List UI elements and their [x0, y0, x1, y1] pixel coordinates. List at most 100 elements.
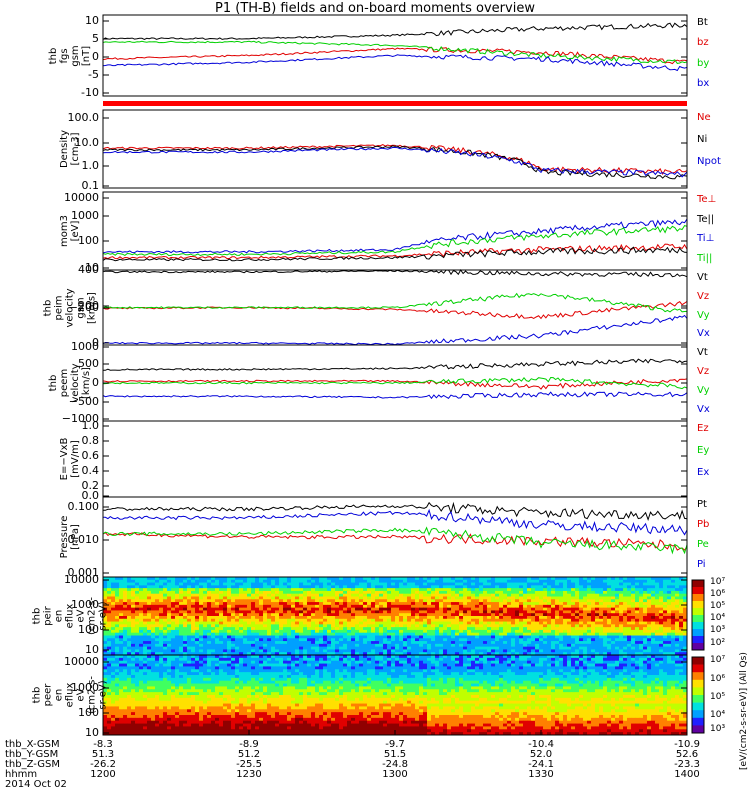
spectrogram-cell: [223, 649, 228, 653]
spectrogram-cell: [267, 579, 272, 583]
spectrogram-cell: [143, 577, 148, 581]
spectrogram-cell: [519, 593, 524, 597]
spectrogram-cell: [539, 660, 544, 664]
spectrogram-cell: [271, 579, 276, 583]
spectrogram-cell: [443, 582, 448, 586]
spectrogram-cell: [595, 585, 600, 589]
spectrogram-cell: [403, 621, 408, 625]
spectrogram-cell: [259, 666, 264, 670]
spectrogram-cell: [143, 602, 148, 606]
spectrogram-cell: [439, 655, 444, 659]
spectrogram-cell: [311, 604, 316, 609]
spectrogram-cell: [475, 602, 480, 606]
spectrogram-cell: [419, 616, 424, 620]
spectrogram-cell: [323, 643, 328, 648]
spectrogram-cell: [667, 613, 672, 617]
spectrogram-cell: [243, 593, 248, 597]
spectrogram-cell: [463, 613, 468, 617]
spectrogram-cell: [663, 613, 668, 617]
spectrogram-cell: [295, 593, 300, 597]
spectrogram-cell: [291, 669, 296, 673]
spectrogram-cell: [623, 588, 628, 592]
spectrogram-cell: [103, 627, 108, 631]
spectrogram-cell: [575, 593, 580, 597]
spectrogram-cell: [251, 669, 256, 673]
spectrogram-cell: [595, 632, 600, 636]
spectrogram-cell: [287, 643, 292, 648]
spectrogram-cell: [451, 588, 456, 592]
spectrogram-cell: [159, 638, 164, 642]
spectrogram-cell: [419, 632, 424, 636]
spectrogram-cell: [123, 588, 128, 592]
spectrogram-cell: [475, 652, 480, 656]
spectrogram-cell: [583, 582, 588, 586]
spectrogram-cell: [483, 585, 488, 589]
spectrogram-cell: [499, 593, 504, 597]
spectrogram-cell: [407, 590, 412, 595]
spectrogram-cell: [203, 579, 208, 583]
spectrogram-cell: [255, 635, 260, 639]
spectrogram-cell: [251, 585, 256, 589]
spectrogram-cell: [451, 638, 456, 642]
spectrogram-cell: [115, 616, 120, 620]
spectrogram-cell: [183, 663, 188, 667]
spectrogram-cell: [471, 646, 476, 650]
spectrogram-cell: [187, 616, 192, 620]
spectrogram-cell: [131, 657, 136, 662]
spectrogram-cell: [103, 577, 108, 581]
spectrogram-cell: [415, 599, 420, 603]
spectrogram-cell: [247, 621, 252, 625]
spectrogram-cell: [599, 585, 604, 589]
spectrogram-cell: [355, 613, 360, 617]
spectrogram-cell: [635, 657, 640, 662]
spectrogram-cell: [367, 616, 372, 620]
spectrogram-cell: [343, 607, 348, 611]
spectrogram-cell: [547, 593, 552, 597]
spectrogram-cell: [363, 618, 368, 622]
spectrogram-cell: [599, 577, 604, 581]
spectrogram-cell: [387, 624, 392, 628]
spectrogram-cell: [115, 596, 120, 600]
spectrogram-cell: [499, 621, 504, 625]
spectrogram-cell: [203, 669, 208, 673]
spectrogram-cell: [131, 607, 136, 611]
spectrogram-cell: [307, 652, 312, 656]
spectrogram-cell: [435, 610, 440, 614]
spectrogram-cell: [527, 657, 532, 662]
spectrogram-cell: [151, 579, 156, 583]
spectrogram-cell: [267, 613, 272, 617]
spectrogram-cell: [395, 643, 400, 648]
spectrogram-cell: [467, 660, 472, 664]
spectrogram-cell: [223, 641, 228, 645]
spectrogram-cell: [295, 655, 300, 659]
spectrogram-cell: [291, 613, 296, 617]
spectrogram-cell: [499, 607, 504, 611]
spectrogram-cell: [639, 655, 644, 659]
spectrogram-cell: [547, 652, 552, 656]
spectrogram-cell: [591, 643, 596, 648]
spectrogram-cell: [435, 666, 440, 670]
spectrogram-cell: [547, 579, 552, 583]
spectrogram-cell: [423, 624, 428, 628]
spectrogram-cell: [303, 655, 308, 659]
spectrogram-cell: [627, 638, 632, 642]
spectrogram-cell: [683, 652, 688, 656]
spectrogram-cell: [491, 593, 496, 597]
spectrogram-cell: [235, 624, 240, 628]
spectrogram-cell: [551, 577, 556, 581]
spectrogram-cell: [107, 649, 112, 653]
spectrogram-cell: [487, 585, 492, 589]
spectrogram-cell: [103, 618, 108, 622]
spectrogram-cell: [283, 646, 288, 650]
spectrogram-cell: [135, 635, 140, 639]
spectrogram-cell: [683, 663, 688, 667]
spectrogram-cell: [359, 607, 364, 611]
spectrogram-cell: [471, 577, 476, 581]
spectrogram-cell: [139, 593, 144, 597]
spectrogram-cell: [439, 652, 444, 656]
spectrogram-cell: [547, 602, 552, 606]
spectrogram-cell: [291, 646, 296, 650]
spectrogram-cell: [335, 669, 340, 673]
spectrogram-cell: [643, 577, 648, 581]
spectrogram-cell: [623, 593, 628, 597]
